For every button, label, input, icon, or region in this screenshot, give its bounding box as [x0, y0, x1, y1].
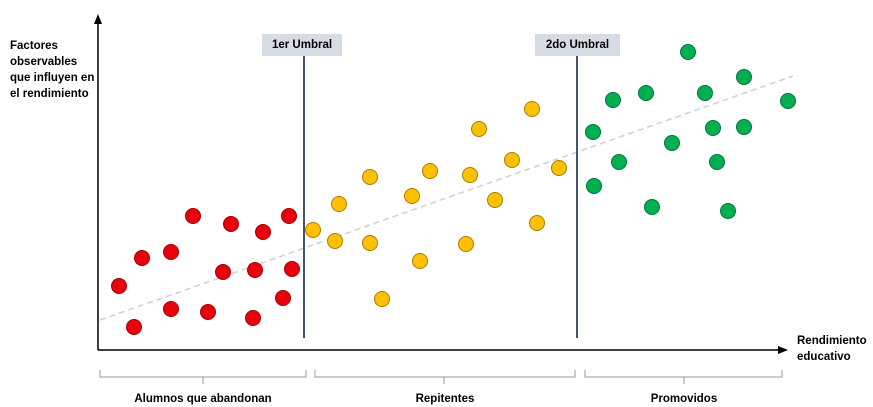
scatter-point	[284, 261, 300, 277]
scatter-point	[374, 291, 390, 307]
scatter-point	[780, 93, 796, 109]
scatter-point	[605, 92, 621, 108]
threshold-2-tag: 2do Umbral	[535, 34, 620, 56]
threshold-1-tag: 1er Umbral	[262, 34, 342, 56]
scatter-point	[362, 169, 378, 185]
scatter-point	[709, 154, 725, 170]
scatter-point	[404, 188, 420, 204]
scatter-point	[529, 215, 545, 231]
scatter-point	[736, 69, 752, 85]
scatter-point	[327, 233, 343, 249]
scatter-point	[185, 208, 201, 224]
scatter-point	[644, 199, 660, 215]
trend-line	[99, 75, 794, 321]
bracket-promovidos	[584, 370, 783, 384]
group-label-repitentes: Repitentes	[415, 393, 475, 405]
scatter-point	[163, 244, 179, 260]
scatter-point	[697, 85, 713, 101]
scatter-point	[462, 167, 478, 183]
y-axis-label: Factores observables que influyen en el …	[10, 40, 95, 100]
scatter-point	[586, 178, 602, 194]
scatter-point	[585, 124, 601, 140]
scatter-point	[223, 216, 239, 232]
scatter-point	[680, 44, 696, 60]
scatter-point	[487, 192, 503, 208]
scatter-point	[111, 278, 127, 294]
scatter-point	[412, 253, 428, 269]
scatter-point	[664, 135, 680, 151]
bracket-abandonan	[99, 370, 307, 384]
scatter-point	[362, 235, 378, 251]
scatter-point	[215, 264, 231, 280]
group-label-abandonan: Alumnos que abandonan	[134, 393, 272, 405]
scatter-point	[163, 301, 179, 317]
points-promovidos	[585, 44, 796, 219]
scatter-point	[736, 119, 752, 135]
scatter-point	[305, 222, 321, 238]
scatter-point	[458, 236, 474, 252]
scatter-point	[281, 208, 297, 224]
scatter-point	[504, 152, 520, 168]
points-repitentes	[305, 101, 567, 307]
scatter-point	[126, 319, 142, 335]
scatter-point	[200, 304, 216, 320]
x-axis-arrow	[778, 346, 788, 354]
scatter-point	[245, 310, 261, 326]
scatter-point	[611, 154, 627, 170]
scatter-point	[720, 203, 736, 219]
scatter-point	[422, 163, 438, 179]
scatter-point	[524, 101, 540, 117]
points-abandonan	[111, 208, 300, 335]
scatter-point	[247, 262, 263, 278]
scatter-point	[134, 250, 150, 266]
group-label-promovidos: Promovidos	[650, 393, 718, 405]
scatter-point	[705, 120, 721, 136]
scatter-point	[331, 196, 347, 212]
x-axis-label: Rendimiento educativo	[797, 335, 867, 363]
scatter-point	[551, 160, 567, 176]
scatter-point	[471, 121, 487, 137]
bracket-repitentes	[314, 370, 576, 384]
y-axis-arrow	[94, 14, 102, 24]
scatter-point	[275, 290, 291, 306]
scatter-point	[255, 224, 271, 240]
scatter-point	[638, 85, 654, 101]
